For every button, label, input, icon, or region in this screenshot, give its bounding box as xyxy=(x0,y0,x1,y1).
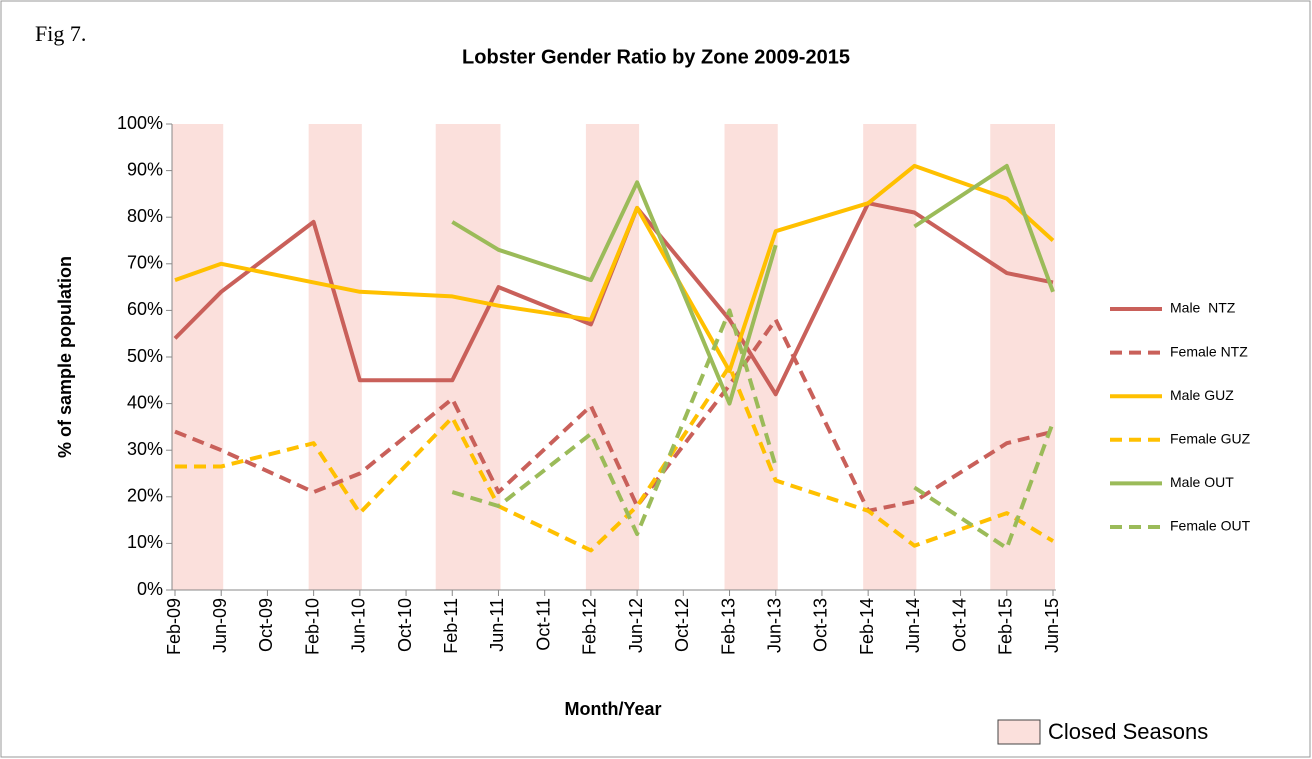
x-tick-label: Oct-13 xyxy=(811,598,831,652)
x-tick-label: Feb-13 xyxy=(718,598,738,655)
series-line xyxy=(913,163,1055,293)
closed-season-band xyxy=(863,124,917,590)
y-tick-label: 80% xyxy=(127,206,163,226)
series-line xyxy=(451,308,778,537)
y-tick-label: 30% xyxy=(127,439,163,459)
legend-label: Male OUT xyxy=(1170,474,1234,490)
x-tick-label: Feb-14 xyxy=(857,598,877,655)
series-line xyxy=(174,317,1054,513)
y-tick-label: 70% xyxy=(127,253,163,273)
x-tick-label: Oct-11 xyxy=(533,598,553,651)
x-tick-label: Jun-13 xyxy=(764,598,784,653)
legend-label: Male NTZ xyxy=(1170,300,1236,316)
y-axis-label: % of sample population xyxy=(55,256,75,458)
x-axis-label: Month/Year xyxy=(564,699,661,719)
series-line xyxy=(175,364,1055,553)
y-tick-label: 100% xyxy=(117,113,163,133)
closed-season-band xyxy=(990,124,1055,590)
x-tick-label: Jun-09 xyxy=(210,598,230,653)
legend-label: Closed Seasons xyxy=(1048,719,1208,744)
x-tick-label: Jun-11 xyxy=(487,598,507,652)
series-line xyxy=(174,163,1055,373)
closed-season-band xyxy=(172,124,224,590)
series-line xyxy=(913,421,1055,551)
series-line xyxy=(451,180,778,406)
y-tick-label: 50% xyxy=(127,346,163,366)
x-tick-label: Oct-10 xyxy=(395,598,415,652)
y-tick-label: 60% xyxy=(127,299,163,319)
legend-label: Female NTZ xyxy=(1170,343,1248,359)
y-tick-label: 20% xyxy=(127,486,163,506)
x-tick-label: Jun-15 xyxy=(1042,598,1062,653)
x-tick-label: Oct-12 xyxy=(672,598,692,652)
x-tick-label: Feb-10 xyxy=(302,598,322,655)
x-tick-label: Feb-09 xyxy=(164,598,184,655)
y-tick-label: 10% xyxy=(127,532,163,552)
y-tick-label: 40% xyxy=(127,392,163,412)
x-tick-label: Oct-09 xyxy=(256,598,276,652)
x-tick-label: Feb-11 xyxy=(441,598,461,654)
x-tick-label: Jun-14 xyxy=(903,598,923,653)
legend-label: Female OUT xyxy=(1170,518,1251,534)
chart-title: Lobster Gender Ratio by Zone 2009-2015 xyxy=(462,46,850,68)
x-tick-label: Feb-15 xyxy=(996,598,1016,655)
x-tick-label: Oct-14 xyxy=(949,598,969,652)
y-tick-label: 90% xyxy=(127,159,163,179)
x-tick-label: Jun-12 xyxy=(626,598,646,653)
y-tick-label: 0% xyxy=(137,579,163,599)
legend-label: Male GUZ xyxy=(1170,387,1234,403)
x-tick-label: Feb-12 xyxy=(580,598,600,655)
closed-season-band xyxy=(435,124,501,590)
figure-label: Fig 7. xyxy=(35,21,86,46)
legend-label: Female GUZ xyxy=(1170,431,1251,447)
legend-swatch xyxy=(997,719,1041,745)
x-tick-label: Jun-10 xyxy=(349,598,369,653)
